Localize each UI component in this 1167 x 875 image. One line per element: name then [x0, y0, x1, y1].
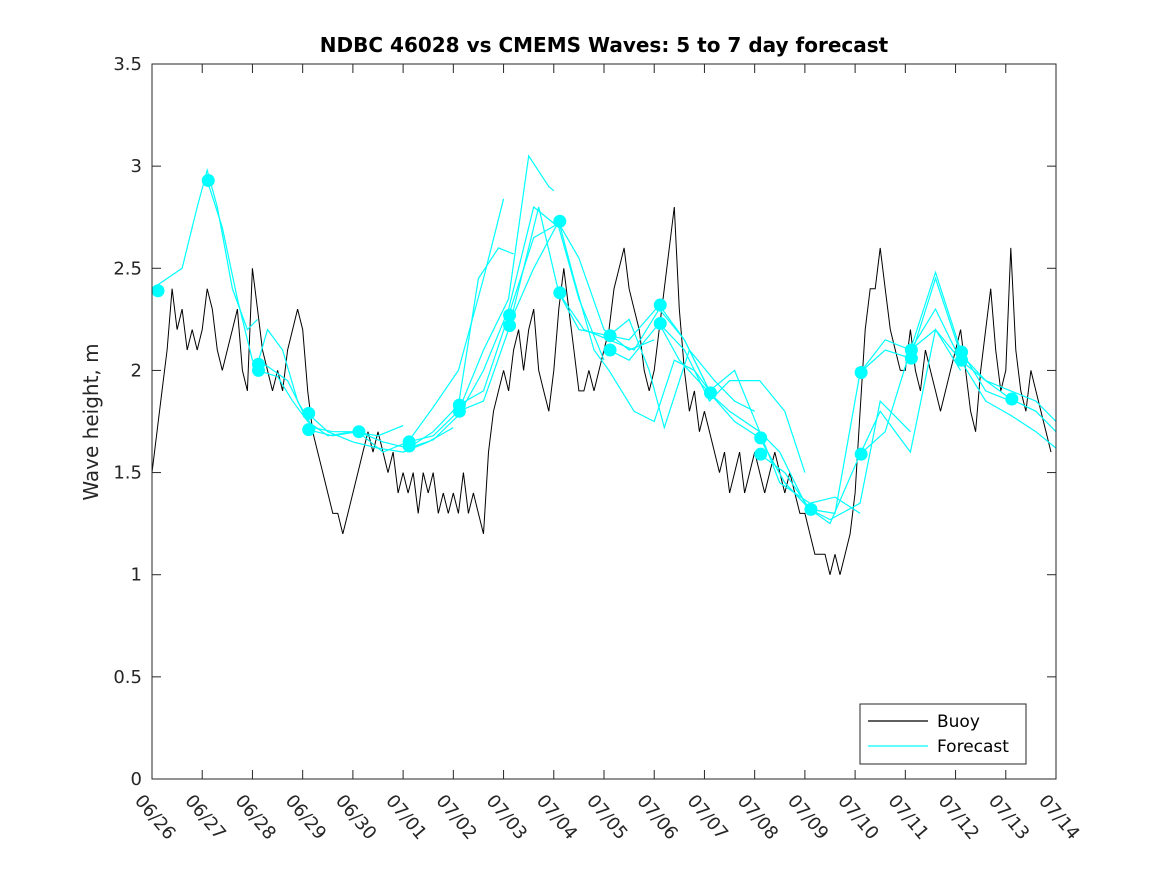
- legend-label-forecast: Forecast: [937, 737, 1009, 757]
- x-tick-label: 07/11: [884, 791, 933, 844]
- forecast-start-marker: [402, 439, 416, 453]
- x-tick-label: 07/12: [934, 791, 983, 844]
- forecast-start-marker: [352, 425, 366, 439]
- x-tick-label: 07/01: [381, 791, 430, 844]
- plot-area: [152, 154, 1056, 575]
- x-tick-label: 06/26: [130, 791, 179, 844]
- forecast-start-marker: [251, 363, 265, 377]
- y-tick-label: 1: [131, 565, 142, 586]
- y-axis-label: Wave height, m: [79, 343, 103, 500]
- x-tick-label: 07/10: [833, 791, 882, 844]
- y-tick-label: 2.5: [113, 258, 142, 279]
- forecast-start-marker: [452, 404, 466, 418]
- forecast-run-line: [257, 369, 404, 437]
- forecast-run-line: [910, 328, 1056, 449]
- forecast-start-marker: [503, 308, 517, 322]
- forecast-start-marker: [754, 447, 768, 461]
- forecast-start-marker: [904, 351, 918, 365]
- forecast-start-marker: [955, 353, 969, 367]
- forecast-run-line: [508, 219, 710, 423]
- x-tick-label: 06/27: [180, 791, 229, 844]
- x-tick-label: 07/05: [582, 791, 631, 844]
- x-tick-label: 07/13: [984, 791, 1033, 844]
- y-tick-label: 3.5: [113, 54, 142, 75]
- forecast-start-marker: [152, 284, 165, 298]
- forecast-start-marker: [804, 502, 818, 516]
- x-tick-label: 07/07: [683, 791, 732, 844]
- legend: Buoy Forecast: [859, 703, 1027, 765]
- forecast-start-marker: [854, 365, 868, 379]
- y-tick-label: 1.5: [113, 463, 142, 484]
- forecast-start-marker: [302, 423, 316, 437]
- forecast-start-marker: [503, 318, 517, 332]
- forecast-start-marker: [201, 173, 215, 187]
- forecast-run-line: [859, 307, 1056, 455]
- forecast-run-line: [256, 328, 358, 433]
- forecast-run-line: [608, 322, 806, 473]
- forecast-run-line: [558, 292, 755, 430]
- forecast-start-marker: [553, 286, 567, 300]
- forecast-run-line: [307, 198, 505, 453]
- forecast-start-marker: [703, 386, 717, 400]
- x-tick-label: 07/09: [783, 791, 832, 844]
- forecast-start-marker: [653, 298, 667, 312]
- x-tick-label: 07/04: [532, 791, 581, 844]
- forecast-run-line: [407, 154, 555, 443]
- y-tick-label: 0: [131, 769, 142, 790]
- forecast-run-line: [759, 270, 1012, 515]
- forecast-start-marker: [603, 343, 617, 357]
- data-layer: [152, 154, 1056, 575]
- x-tick-label: 07/03: [482, 791, 531, 844]
- axes-box: [151, 63, 1057, 780]
- y-tick-label: 3: [131, 156, 142, 177]
- x-tick-label: 06/29: [281, 791, 330, 844]
- forecast-run-line: [357, 247, 514, 449]
- legend-label-buoy: Buoy: [937, 712, 980, 732]
- forecast-run-line: [206, 180, 309, 422]
- x-tick-label: 06/30: [331, 791, 380, 844]
- forecast-run-line: [458, 206, 705, 412]
- forecast-start-marker: [1005, 392, 1019, 406]
- x-tick-label: 06/28: [231, 791, 280, 844]
- chart-title: NDBC 46028 vs CMEMS Waves: 5 to 7 day fo…: [320, 33, 889, 57]
- forecast-start-marker: [553, 214, 567, 228]
- forecast-start-marker: [603, 329, 617, 343]
- forecast-start-marker: [854, 447, 868, 461]
- x-tick-label: 07/06: [632, 791, 681, 844]
- legend-box: [859, 703, 1027, 765]
- forecast-start-marker: [754, 431, 768, 445]
- x-tick-label: 07/14: [1034, 791, 1083, 844]
- y-tick-label: 0.5: [113, 667, 142, 688]
- x-tick-label: 07/02: [432, 791, 481, 844]
- forecast-start-marker: [653, 316, 667, 330]
- x-tick-label: 07/08: [733, 791, 782, 844]
- forecast-start-marker: [302, 406, 316, 420]
- forecast-run-line: [152, 167, 258, 331]
- y-tick-label: 2: [131, 360, 142, 381]
